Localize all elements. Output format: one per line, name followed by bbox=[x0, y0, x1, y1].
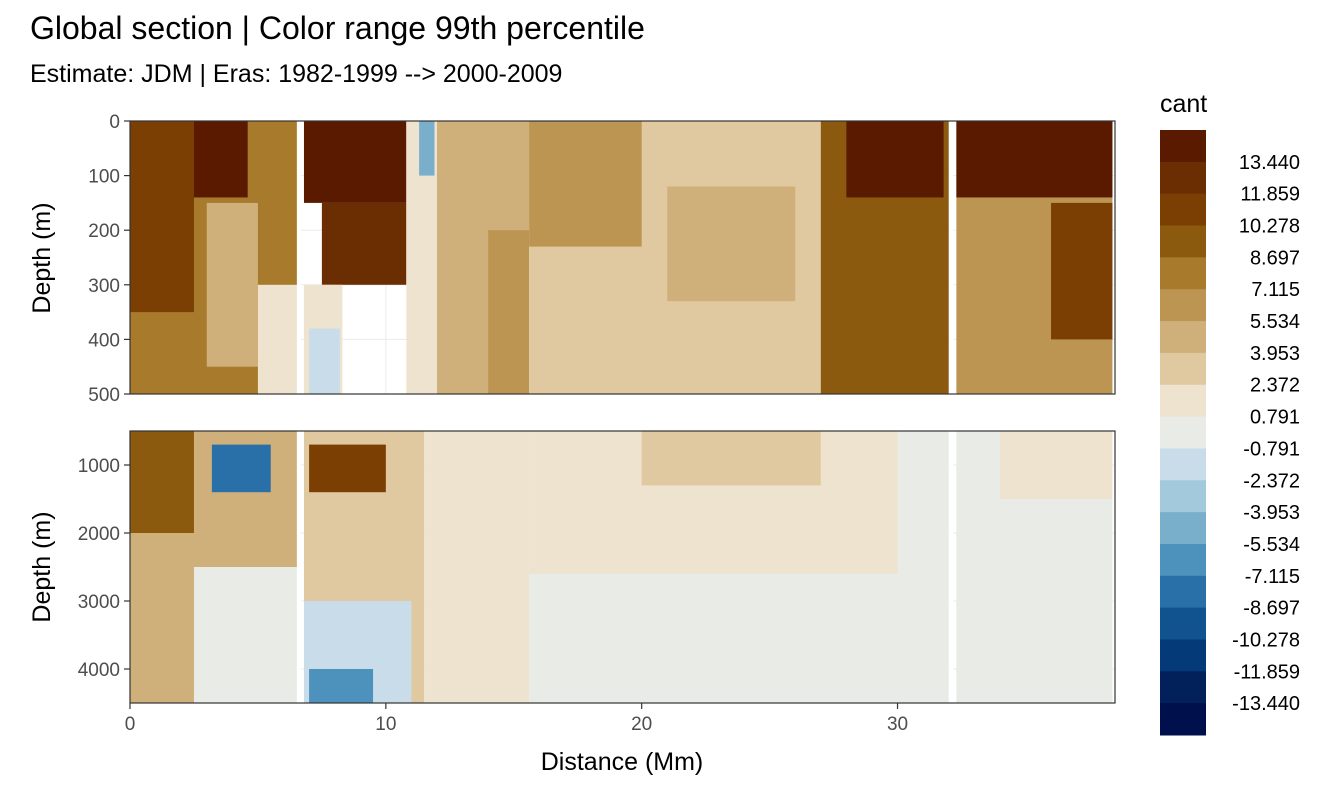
legend-labels: 13.440 11.859 10.278 8.697 7.115 5.534 3.953 2.… bbox=[1232, 152, 1300, 715]
x-tick-label: 0 bbox=[125, 714, 136, 735]
legend-break-label: -5.534 bbox=[1243, 534, 1300, 556]
legend-break-label: -0.791 bbox=[1243, 438, 1300, 460]
y-tick-label: 300 bbox=[88, 276, 120, 297]
heatmap-cell bbox=[257, 284, 299, 394]
legend-break-label: -8.697 bbox=[1243, 598, 1300, 620]
legend-swatch bbox=[1160, 225, 1206, 258]
upper-y-axis: 0 100 200 300 400 500 bbox=[88, 112, 130, 406]
heatmap-cell bbox=[999, 431, 1113, 499]
heatmap-cell bbox=[321, 202, 407, 285]
heatmap-cell bbox=[193, 567, 299, 703]
legend-swatch bbox=[1160, 639, 1206, 672]
legend-break-label: -13.440 bbox=[1232, 693, 1300, 715]
y-tick-label: 0 bbox=[109, 112, 120, 133]
legend-break-label: 13.440 bbox=[1239, 152, 1300, 174]
y-axis-title-lower: Depth (m) bbox=[28, 511, 56, 622]
x-tick-label: 20 bbox=[631, 714, 652, 735]
heatmap-cell bbox=[641, 431, 821, 486]
heatmap-cell bbox=[193, 121, 248, 198]
x-axis-title: Distance (Mm) bbox=[541, 748, 704, 776]
x-tick-label: 10 bbox=[375, 714, 396, 735]
x-tick-label: 30 bbox=[887, 714, 908, 735]
y-tick-label: 2000 bbox=[78, 524, 120, 545]
lower-panel: 1000 2000 3000 4000 bbox=[78, 430, 1116, 704]
legend-break-label: 2.372 bbox=[1250, 375, 1300, 397]
heatmap-cell bbox=[1051, 202, 1113, 340]
chart-title: Global section | Color range 99th percen… bbox=[30, 10, 645, 46]
heatmap-cell bbox=[956, 121, 1113, 198]
x-axis: 0 10 20 30 bbox=[125, 703, 908, 735]
heatmap-cell bbox=[211, 444, 271, 493]
heatmap-cell bbox=[303, 121, 407, 203]
legend-swatch bbox=[1160, 161, 1206, 195]
heatmap-cell bbox=[419, 121, 435, 176]
heatmap-cell bbox=[130, 121, 194, 313]
legend-swatch bbox=[1160, 703, 1206, 736]
legend-swatch bbox=[1160, 352, 1206, 386]
legend-swatch bbox=[1160, 543, 1206, 577]
legend-swatch bbox=[1160, 384, 1206, 418]
heatmap-cell bbox=[667, 186, 796, 302]
lower-heatmap bbox=[130, 431, 1113, 703]
legend-swatch bbox=[1160, 512, 1206, 545]
upper-heatmap bbox=[130, 121, 1113, 394]
legend-swatch bbox=[1160, 480, 1206, 513]
y-tick-label: 500 bbox=[88, 385, 120, 406]
heatmap-cell bbox=[130, 431, 194, 533]
y-tick-label: 3000 bbox=[78, 592, 120, 613]
heatmap-cell bbox=[424, 431, 530, 703]
legend-swatch bbox=[1160, 448, 1206, 481]
upper-panel: 0 100 200 300 400 500 bbox=[88, 112, 1116, 406]
legend-swatch bbox=[1160, 671, 1206, 704]
legend-swatch bbox=[1160, 575, 1206, 609]
legend-break-label: -7.115 bbox=[1245, 566, 1300, 588]
legend: cant 13.440 11.859 10.278 8.697 7.115 5.534 3.… bbox=[1160, 90, 1300, 736]
legend-swatch bbox=[1160, 321, 1206, 354]
legend-swatch bbox=[1160, 257, 1206, 290]
legend-title: cant bbox=[1160, 90, 1207, 118]
legend-break-label: 11.859 bbox=[1240, 184, 1300, 206]
legend-break-label: -11.859 bbox=[1234, 661, 1300, 683]
upper-station-gaps bbox=[296, 121, 954, 394]
y-tick-label: 100 bbox=[88, 167, 120, 188]
legend-break-label: 7.115 bbox=[1251, 279, 1300, 301]
y-axis-title-upper: Depth (m) bbox=[28, 202, 56, 313]
lower-station-gaps bbox=[296, 431, 954, 703]
heatmap-cell bbox=[488, 230, 530, 394]
legend-break-label: 0.791 bbox=[1250, 407, 1300, 429]
heatmap-cell bbox=[309, 444, 386, 493]
legend-break-label: 8.697 bbox=[1250, 247, 1300, 269]
chart-subtitle: Estimate: JDM | Eras: 1982-1999 --> 2000… bbox=[30, 60, 563, 88]
legend-swatch bbox=[1160, 416, 1206, 449]
heatmap-cell bbox=[309, 328, 340, 394]
heatmap-cell bbox=[846, 121, 944, 198]
heatmap-cell bbox=[529, 121, 642, 247]
upper-panel-border bbox=[129, 120, 1116, 395]
legend-swatch bbox=[1160, 193, 1206, 227]
legend-break-label: -2.372 bbox=[1243, 470, 1300, 492]
legend-break-label: -3.953 bbox=[1243, 502, 1300, 524]
y-tick-label: 4000 bbox=[78, 660, 120, 681]
y-tick-label: 1000 bbox=[78, 456, 120, 477]
y-tick-label: 400 bbox=[88, 330, 120, 351]
legend-break-label: 3.953 bbox=[1250, 343, 1300, 365]
heatmap-cell bbox=[206, 202, 258, 367]
legend-swatch bbox=[1160, 607, 1206, 640]
legend-colorbar bbox=[1160, 130, 1206, 736]
legend-break-label: 5.534 bbox=[1250, 311, 1300, 333]
heatmap-cell bbox=[309, 669, 374, 703]
legend-swatch bbox=[1160, 130, 1206, 163]
lower-y-axis: 1000 2000 3000 4000 bbox=[78, 456, 130, 681]
legend-break-label: 10.278 bbox=[1239, 216, 1300, 238]
y-tick-label: 200 bbox=[88, 221, 120, 242]
lower-panel-border bbox=[129, 430, 1116, 704]
legend-break-label: -10.278 bbox=[1232, 629, 1300, 651]
legend-swatch bbox=[1160, 289, 1206, 322]
